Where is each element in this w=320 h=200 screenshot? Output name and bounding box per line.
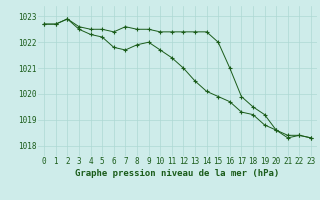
X-axis label: Graphe pression niveau de la mer (hPa): Graphe pression niveau de la mer (hPa)	[76, 169, 280, 178]
